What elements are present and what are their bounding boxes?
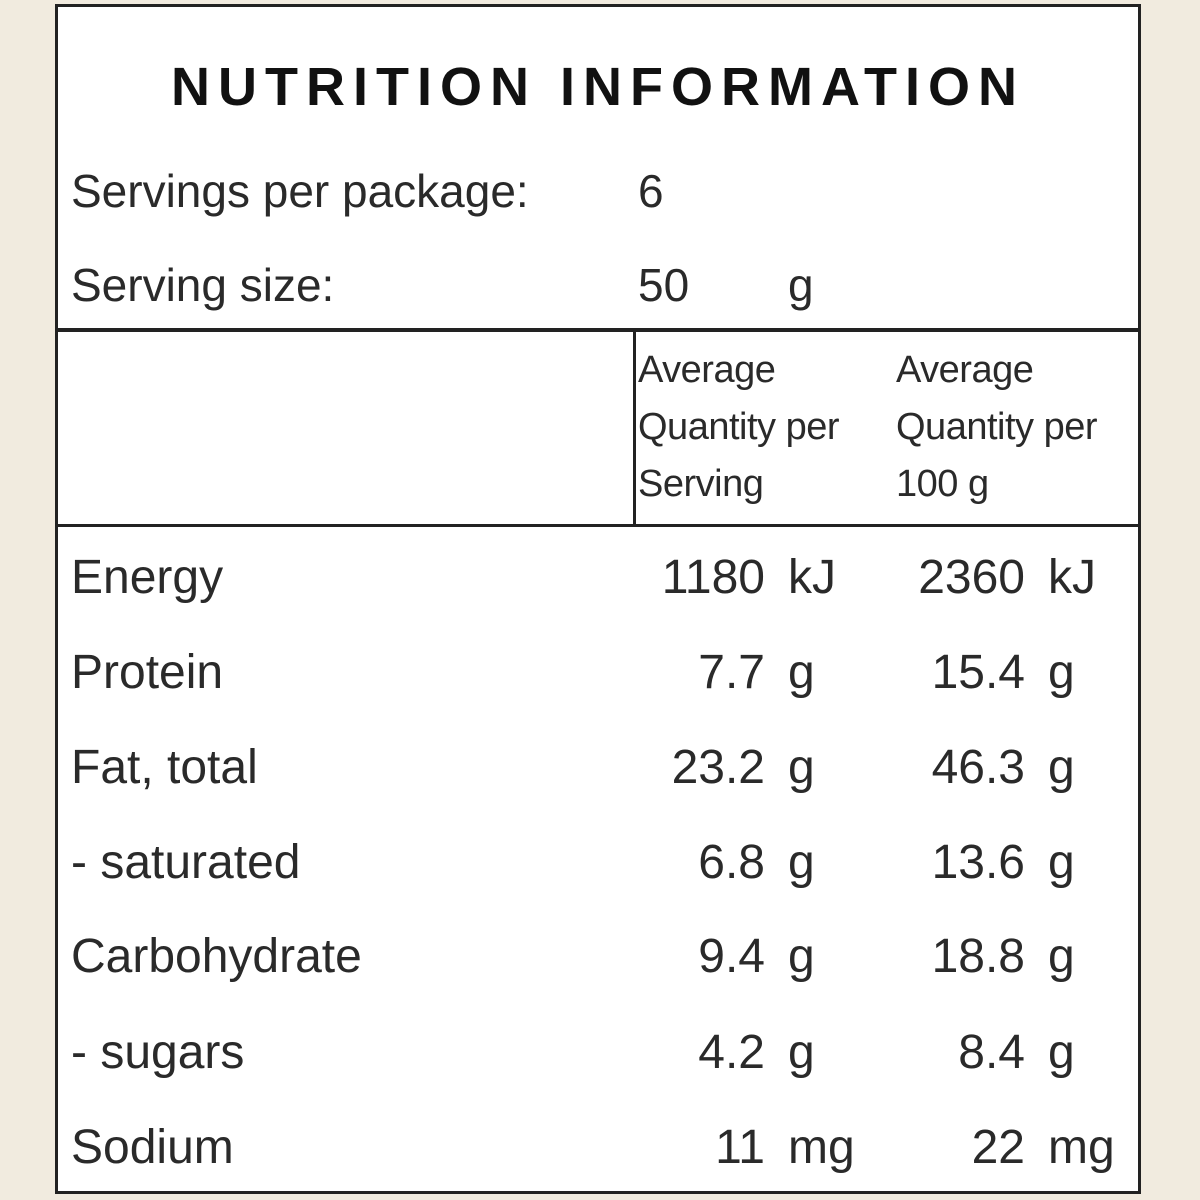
column-divider xyxy=(633,332,636,525)
column-header-per-100g: Average Quantity per 100 g xyxy=(896,349,1098,505)
serving-unit: g xyxy=(788,930,815,983)
header-divider-thick xyxy=(58,328,1138,332)
per100-value: 2360 xyxy=(918,551,1025,604)
per100-unit: mg xyxy=(1048,1121,1115,1174)
nutrient-label: Carbohydrate xyxy=(71,930,362,983)
per100-unit: g xyxy=(1048,1026,1075,1079)
per100-unit: g xyxy=(1048,836,1075,889)
panel-title: NUTRITION INFORMATION xyxy=(171,57,1025,117)
nutrient-label: - saturated xyxy=(71,836,301,889)
per100-value: 15.4 xyxy=(931,646,1025,699)
per100-value: 8.4 xyxy=(958,1026,1025,1079)
per100-unit: kJ xyxy=(1048,551,1096,604)
nutrition-panel: NUTRITION INFORMATION Servings per packa… xyxy=(55,4,1141,1194)
table-divider xyxy=(58,524,1138,527)
nutrient-label: Protein xyxy=(71,646,224,699)
serving-size-value: 50 xyxy=(638,259,690,311)
nutrient-label: Fat, total xyxy=(71,741,258,794)
serving-value: 7.7 xyxy=(698,646,765,699)
servings-label: Servings per package: xyxy=(71,165,529,217)
serving-unit: g xyxy=(788,1026,815,1079)
serving-value: 6.8 xyxy=(698,836,765,889)
serving-unit: g xyxy=(788,836,815,889)
serving-value: 23.2 xyxy=(671,741,765,794)
per100-value: 18.8 xyxy=(931,930,1025,983)
per100-value: 46.3 xyxy=(931,741,1025,794)
serving-unit: g xyxy=(788,741,815,794)
per100-unit: g xyxy=(1048,930,1075,983)
servings-value: 6 xyxy=(638,165,664,217)
nutrient-label: Energy xyxy=(71,551,224,604)
per100-unit: g xyxy=(1048,741,1075,794)
per100-value: 13.6 xyxy=(931,836,1025,889)
serving-value: 4.2 xyxy=(698,1026,765,1079)
serving-value: 1180 xyxy=(661,551,765,604)
serving-size-unit: g xyxy=(788,259,814,311)
serving-value: 11 xyxy=(715,1121,765,1174)
per100-value: 22 xyxy=(971,1121,1025,1174)
serving-unit: kJ xyxy=(788,551,836,604)
per100-unit: g xyxy=(1048,646,1075,699)
nutrient-label: - sugars xyxy=(71,1026,245,1079)
serving-unit: mg xyxy=(788,1121,855,1174)
column-header-per-serving: Average Quantity per Serving xyxy=(638,349,840,505)
serving-size-label: Serving size: xyxy=(71,259,335,311)
nutrient-label: Sodium xyxy=(71,1121,234,1174)
serving-value: 9.4 xyxy=(698,930,765,983)
serving-unit: g xyxy=(788,646,815,699)
